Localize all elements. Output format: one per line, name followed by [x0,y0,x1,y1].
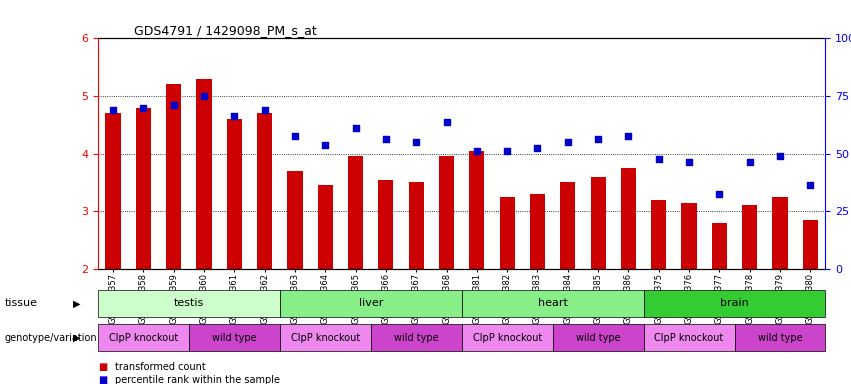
Bar [317,185,333,269]
Bar [530,194,545,269]
Text: wild type: wild type [212,333,257,343]
Text: transformed count: transformed count [115,362,206,372]
Point [258,108,271,114]
Text: ClpP knockout: ClpP knockout [472,333,542,343]
Point [288,133,302,139]
Bar [439,157,454,269]
Bar [742,205,757,269]
Point [621,133,635,139]
Bar [280,290,461,317]
Bar [734,324,825,351]
Point [774,154,787,160]
Bar [773,197,787,269]
Bar [98,290,280,317]
Point [531,145,545,151]
Bar [461,290,643,317]
Point [409,139,423,145]
Point [561,139,574,145]
Point [591,136,605,142]
Point [318,142,332,148]
Point [197,93,211,99]
Point [167,102,180,108]
Bar [643,290,825,317]
Point [500,148,514,154]
Text: GDS4791 / 1429098_PM_s_at: GDS4791 / 1429098_PM_s_at [134,24,317,37]
Point [683,159,696,166]
Bar [226,119,242,269]
Bar [643,324,734,351]
Bar [166,84,181,269]
Point [652,156,665,162]
Text: wild type: wild type [757,333,802,343]
Text: ClpP knockout: ClpP knockout [654,333,723,343]
Text: genotype/variation: genotype/variation [4,333,97,343]
Bar [461,324,552,351]
Text: testis: testis [174,298,204,308]
Text: wild type: wild type [394,333,438,343]
Text: brain: brain [720,298,749,308]
Text: ClpP knockout: ClpP knockout [291,333,360,343]
Text: ■: ■ [98,362,107,372]
Bar [552,324,643,351]
Text: ▶: ▶ [73,298,81,308]
Text: liver: liver [358,298,383,308]
Text: ClpP knockout: ClpP knockout [109,333,178,343]
Bar [371,324,461,351]
Bar [469,151,484,269]
Bar [189,324,280,351]
Bar [197,79,212,269]
Bar [379,180,393,269]
Bar [682,203,697,269]
Bar [348,157,363,269]
Text: heart: heart [538,298,568,308]
Bar [280,324,371,351]
Bar [136,108,151,269]
Point [106,108,120,114]
Text: percentile rank within the sample: percentile rank within the sample [115,375,280,384]
Point [136,104,150,111]
Bar [621,168,636,269]
Bar [560,182,575,269]
Point [743,159,757,166]
Point [440,119,454,125]
Bar [591,177,606,269]
Bar [651,200,666,269]
Bar [802,220,818,269]
Text: wild type: wild type [576,333,620,343]
Point [712,191,726,197]
Bar [106,113,121,269]
Bar [98,324,189,351]
Bar [257,113,272,269]
Point [227,113,241,119]
Text: ■: ■ [98,375,107,384]
Bar [500,197,515,269]
Text: ▶: ▶ [73,333,81,343]
Point [803,182,817,189]
Point [379,136,392,142]
Point [470,148,483,154]
Text: tissue: tissue [4,298,37,308]
Point [349,125,363,131]
Bar [408,182,424,269]
Bar [711,223,727,269]
Bar [288,171,302,269]
